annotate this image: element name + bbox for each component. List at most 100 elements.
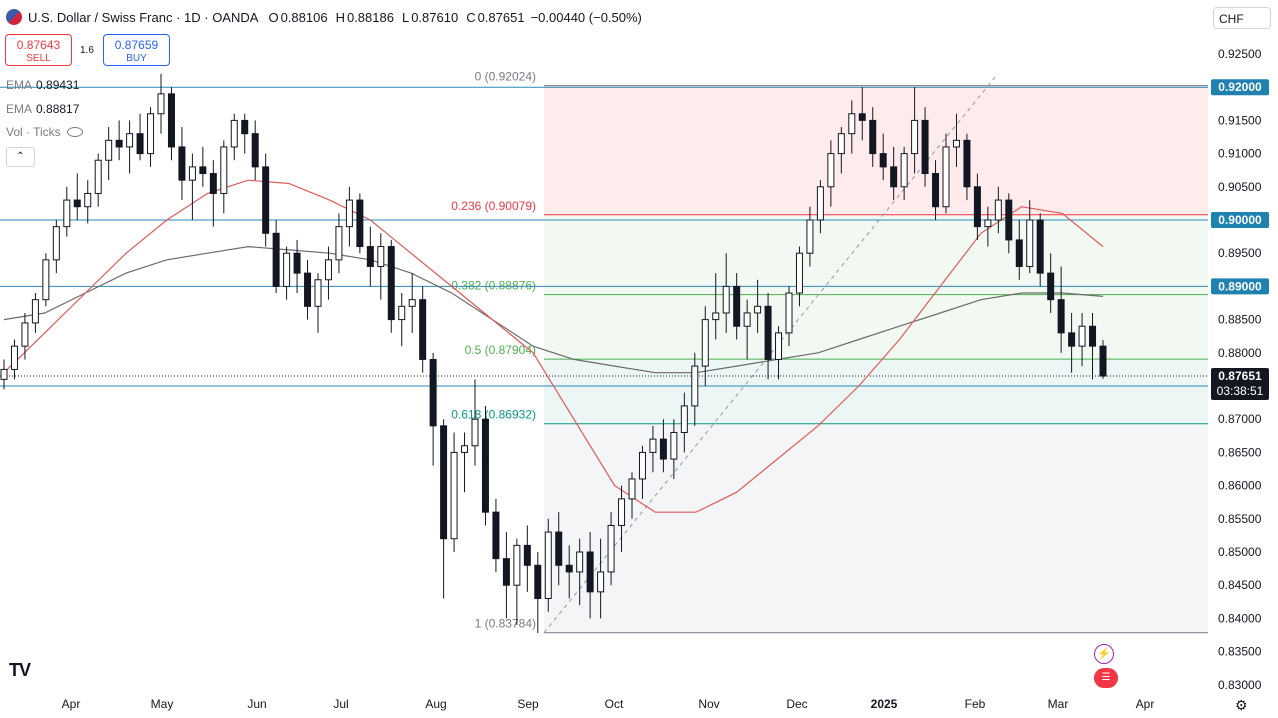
price-tick-label: 0.91000 [1218, 147, 1262, 161]
candle-body [733, 285, 741, 327]
candle-body [816, 186, 824, 221]
indicator-name: EMA [6, 102, 33, 116]
sell-label: SELL [26, 53, 51, 64]
candle-body [440, 425, 448, 540]
candle-body [461, 445, 469, 453]
price-tick-label: 0.88000 [1218, 346, 1262, 360]
open-label: O [268, 9, 279, 25]
fib-level-label: 0.618 (0.86932) [451, 408, 536, 422]
candle-body [21, 322, 29, 347]
gear-icon[interactable]: ⚙ [1235, 697, 1248, 713]
candle-body [743, 312, 751, 327]
time-tick-label: Jul [333, 697, 348, 711]
low-label: L [401, 9, 410, 25]
indicator-volume[interactable]: Vol · Ticks [6, 125, 83, 139]
high-label: H [335, 9, 345, 25]
close-value: 0.87651 [477, 9, 525, 25]
time-axis[interactable]: Apr May Jun Jul Aug Sep Oct Nov Dec 2025 Feb Mar Apr [62, 697, 1155, 711]
candle-body [272, 232, 280, 287]
level-price-tag [1211, 278, 1269, 295]
indicator-ema-1[interactable]: EMA 0.89431 [6, 78, 79, 92]
price-tick-label: 0.85500 [1218, 512, 1262, 526]
candle-body [513, 544, 521, 586]
candle-body [932, 173, 940, 208]
candle-body [1068, 332, 1076, 347]
candle-body [911, 119, 919, 155]
candle-body [534, 564, 542, 599]
candle-body [408, 299, 416, 307]
candle-body [1036, 219, 1044, 274]
price-tick-label: 0.91500 [1218, 113, 1262, 127]
hidden-eye-icon[interactable] [66, 127, 83, 137]
candle-body [837, 133, 845, 155]
candle-body [523, 544, 531, 566]
candle-body [973, 186, 981, 228]
sell-button[interactable]: 0.87643 SELL [5, 34, 72, 66]
candle-body [952, 139, 960, 148]
candle-body [293, 252, 301, 274]
collapse-indicators-button[interactable]: ⌃ [6, 147, 35, 167]
candle-body [314, 279, 322, 307]
level-price-tag [1211, 79, 1269, 96]
candle-body [304, 272, 312, 307]
tradingview-logo[interactable]: TV [9, 660, 31, 680]
close-label: C [466, 9, 476, 25]
candle-body [649, 438, 657, 453]
candle-body [680, 405, 688, 433]
candle-body [94, 159, 102, 194]
fib-level-label: 0.5 (0.87904) [465, 343, 536, 357]
time-tick-label: Oct [605, 697, 624, 711]
price-tick-label: 0.85000 [1218, 545, 1262, 559]
ema-lines [3, 179, 1104, 513]
candle-body [994, 199, 1002, 221]
buy-label: BUY [126, 53, 147, 64]
price-tick-label: 0.84500 [1218, 578, 1262, 592]
candle-body [565, 564, 573, 573]
candle-body [586, 551, 594, 593]
candle-body [701, 319, 709, 367]
candle-body [722, 285, 730, 314]
candle-body [638, 451, 646, 480]
candle-body [324, 259, 332, 281]
candle-body [1099, 345, 1107, 377]
time-tick-label: Dec [786, 697, 807, 711]
fib-level-label: 1 (0.83784) [475, 617, 536, 631]
candle-body [670, 431, 678, 460]
candle-body [450, 451, 458, 540]
candle-body [356, 199, 364, 248]
candle-body [429, 358, 437, 427]
candle-body [84, 192, 92, 208]
candle-body [1026, 219, 1034, 267]
candle-body [890, 166, 898, 188]
us-flag-icon[interactable]: ☰ [1094, 668, 1118, 688]
candle-body [921, 119, 929, 175]
price-tick-label: 0.83000 [1218, 678, 1262, 692]
time-tick-label: 2025 [871, 697, 898, 711]
fib-zone [544, 423, 1208, 633]
buy-button[interactable]: 0.87659 BUY [103, 34, 170, 66]
candle-body [785, 292, 793, 334]
indicator-ema-2[interactable]: EMA 0.88817 [6, 102, 79, 116]
time-tick-label: Apr [1136, 697, 1155, 711]
buy-price: 0.87659 [114, 38, 159, 52]
lightning-icon[interactable]: ⚡ [1094, 644, 1114, 664]
fib-zone [544, 214, 1208, 295]
sell-price: 0.87643 [16, 38, 61, 52]
symbol-header: U.S. Dollar / Swiss Franc · 1D · OANDA O… [6, 9, 642, 25]
currency-pair-icon [6, 9, 22, 25]
change-value: −0.00440 (−0.50%) [530, 9, 642, 25]
time-tick-label: Sep [517, 697, 539, 711]
candle-body [555, 531, 563, 566]
candle-body [73, 199, 81, 208]
time-tick-label: Apr [62, 697, 81, 711]
last-price-text: 0.87651 [1218, 369, 1262, 383]
symbol-title[interactable]: U.S. Dollar / Swiss Franc · 1D · OANDA [28, 9, 259, 25]
candle-body [795, 252, 803, 294]
candle-body [754, 305, 762, 314]
currency-selector[interactable]: CHF [1213, 7, 1271, 29]
candlesticks [0, 73, 1107, 634]
candle-body [241, 119, 249, 135]
time-tick-label: Mar [1048, 697, 1069, 711]
indicator-name: Vol · Ticks [6, 125, 61, 139]
